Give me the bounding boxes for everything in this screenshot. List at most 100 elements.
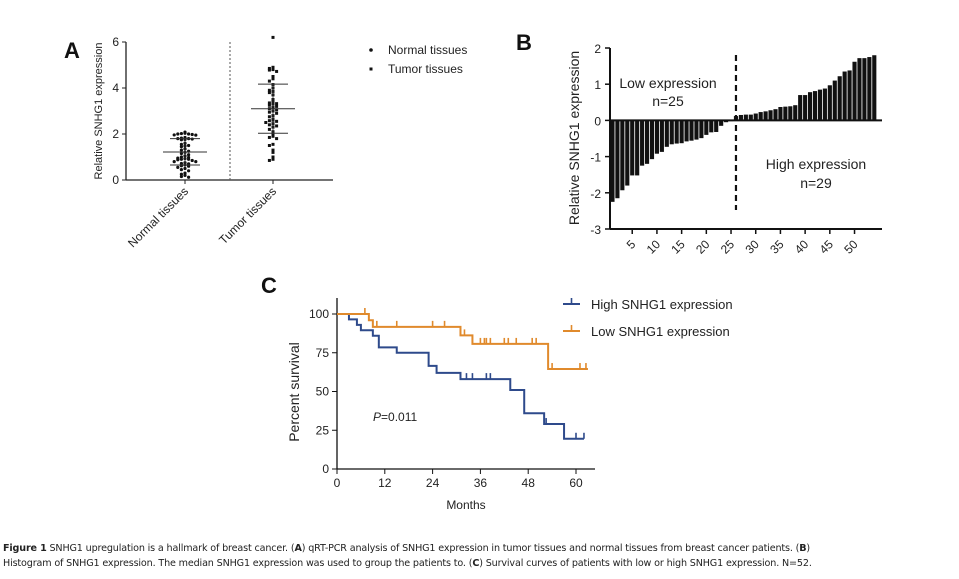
- data-point-tumor: [275, 124, 279, 128]
- p-value-symbol: P: [373, 410, 381, 424]
- caption-panel-ref: B: [799, 543, 807, 554]
- data-point-tumor: [275, 102, 279, 106]
- data-point-tumor: [271, 148, 275, 152]
- data-point-normal: [187, 157, 191, 161]
- data-point-tumor: [267, 79, 271, 83]
- panel-c-legend: High SNHG1 expression Low SNHG1 expressi…: [563, 297, 733, 339]
- bar: [827, 85, 832, 121]
- bar: [625, 120, 630, 186]
- annotation-low-expression: Low expression: [619, 75, 716, 91]
- data-point-normal: [176, 165, 180, 169]
- bar: [669, 120, 674, 145]
- x-tick-label: 50: [841, 237, 861, 257]
- bar: [644, 120, 650, 164]
- bar: [852, 61, 857, 121]
- bar: [704, 120, 709, 135]
- bar: [724, 120, 729, 123]
- data-point-tumor: [267, 68, 271, 72]
- bar: [862, 58, 867, 121]
- data-point-tumor: [271, 150, 275, 154]
- data-point-tumor: [275, 108, 279, 112]
- caption-panel-ref: C: [472, 558, 480, 569]
- y-tick-label: 6: [112, 35, 119, 49]
- bar: [738, 114, 743, 121]
- bar: [659, 120, 664, 152]
- annotation-high-n: n=29: [800, 175, 832, 191]
- p-value-text: =0.011: [381, 410, 417, 424]
- survival-curve-low: [337, 313, 588, 371]
- bar: [610, 120, 615, 202]
- data-point-tumor: [267, 103, 271, 107]
- bar: [728, 120, 734, 122]
- x-tick-label: 20: [693, 237, 713, 257]
- bar: [763, 111, 768, 121]
- y-tick-label: 1: [594, 78, 601, 92]
- x-tick-label: 30: [743, 237, 763, 257]
- data-point-tumor: [264, 121, 268, 124]
- x-tick-label: 45: [817, 237, 837, 257]
- data-point-tumor: [271, 77, 275, 81]
- caption-text: ) qRT-PCR analysis of SNHG1 expression i…: [301, 543, 800, 554]
- bar: [753, 113, 758, 121]
- caption-text: ): [806, 543, 810, 554]
- bar: [758, 112, 763, 121]
- data-point-normal: [179, 148, 183, 152]
- data-point-tumor: [271, 35, 275, 39]
- x-tick-label: 25: [718, 237, 738, 257]
- x-tick-label: 35: [767, 237, 787, 257]
- legend-label-tumor: Tumor tissues: [388, 62, 463, 76]
- legend-label-normal: Normal tissues: [388, 43, 467, 57]
- data-point-normal: [179, 172, 183, 176]
- y-tick-label: 75: [316, 346, 330, 360]
- data-point-tumor: [267, 110, 271, 114]
- y-tick-label: -1: [590, 151, 601, 165]
- bar: [798, 95, 803, 121]
- data-point-normal: [176, 132, 180, 136]
- annotation-high-expression: High expression: [766, 156, 866, 172]
- bar: [778, 107, 783, 121]
- data-point-normal: [190, 158, 194, 163]
- x-tick-label: Normal tissues: [125, 184, 191, 250]
- bar: [674, 120, 679, 144]
- data-point-normal: [179, 161, 183, 166]
- caption-line-1: Figure 1 SNHG1 upregulation is a hallmar…: [3, 541, 958, 556]
- panel-a-y-axis-label: Relative SNHG1 expression: [93, 43, 105, 180]
- bar: [783, 106, 788, 121]
- bar: [773, 109, 778, 121]
- data-point-normal: [187, 132, 191, 136]
- bar: [733, 116, 739, 121]
- bar: [793, 105, 798, 121]
- data-point-normal: [179, 174, 183, 179]
- y-tick-label: -3: [590, 223, 601, 237]
- y-tick-label: 100: [309, 307, 329, 321]
- x-tick-label: Tumor tissues: [216, 184, 279, 247]
- data-point-normal: [179, 131, 183, 136]
- bar: [679, 120, 684, 144]
- x-tick-label: 0: [334, 476, 341, 490]
- bar: [832, 80, 837, 121]
- y-tick-label: -2: [590, 187, 601, 201]
- data-point-tumor: [271, 68, 275, 72]
- bar: [620, 120, 625, 191]
- legend-marker-low: [563, 325, 580, 332]
- y-tick-label: 2: [594, 42, 601, 56]
- bar: [857, 58, 862, 121]
- panel-c-curves: [337, 308, 588, 440]
- bar: [768, 110, 773, 121]
- data-point-tumor: [267, 66, 271, 70]
- x-tick-label: 40: [792, 237, 812, 257]
- data-point-tumor: [267, 115, 271, 119]
- bar: [615, 120, 620, 199]
- bar: [714, 120, 719, 132]
- bar: [664, 120, 669, 147]
- data-point-tumor: [275, 137, 279, 141]
- data-point-tumor: [267, 101, 271, 105]
- panel-b-label: B: [516, 30, 532, 55]
- bar: [694, 120, 699, 140]
- data-point-tumor: [267, 88, 271, 92]
- bar: [640, 120, 645, 166]
- bar: [719, 120, 724, 126]
- bar: [630, 120, 635, 176]
- data-point-tumor: [271, 157, 275, 161]
